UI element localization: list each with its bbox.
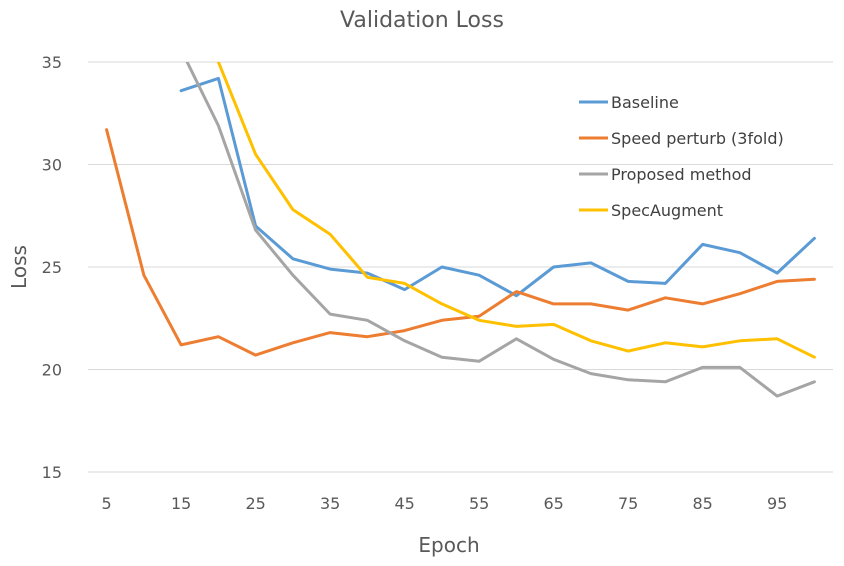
legend-label-baseline: Baseline xyxy=(611,93,679,112)
legend: Baseline Speed perturb (3fold) Proposed me… xyxy=(579,93,784,220)
legend-label-proposed-method: Proposed method xyxy=(611,165,752,184)
y-tick-label: 30 xyxy=(42,156,62,175)
series-line-specaugment xyxy=(216,62,816,359)
x-tick-label: 75 xyxy=(618,494,638,513)
x-tick-label: 85 xyxy=(692,494,712,513)
x-tick-label: 15 xyxy=(171,494,191,513)
gridlines xyxy=(88,61,833,473)
x-axis-title: Epoch xyxy=(418,533,479,557)
x-tick-label: 5 xyxy=(102,494,112,513)
series-line-baseline xyxy=(179,76,816,298)
chart-title: Validation Loss xyxy=(340,8,504,33)
series-line-proposed-method xyxy=(185,62,816,398)
y-tick-label: 25 xyxy=(42,258,62,277)
series-lines xyxy=(105,62,816,398)
x-axis-ticks: 5 15 25 35 45 55 65 75 85 95 xyxy=(102,494,788,513)
legend-label-speed-perturb-3fold: Speed perturb (3fold) xyxy=(611,129,784,148)
x-tick-label: 55 xyxy=(469,494,489,513)
legend-label-specaugment: SpecAugment xyxy=(611,201,723,220)
x-tick-label: 45 xyxy=(394,494,414,513)
y-tick-label: 20 xyxy=(42,361,62,380)
y-axis-title: Loss xyxy=(7,245,31,289)
x-tick-label: 25 xyxy=(245,494,265,513)
y-tick-label: 35 xyxy=(42,53,62,72)
y-axis-ticks: 15 20 25 30 35 xyxy=(42,53,62,482)
series-line-speed-perturb-3fold xyxy=(105,128,816,357)
x-tick-label: 65 xyxy=(543,494,563,513)
x-tick-label: 35 xyxy=(320,494,340,513)
y-tick-label: 15 xyxy=(42,463,62,482)
x-tick-label: 95 xyxy=(767,494,787,513)
